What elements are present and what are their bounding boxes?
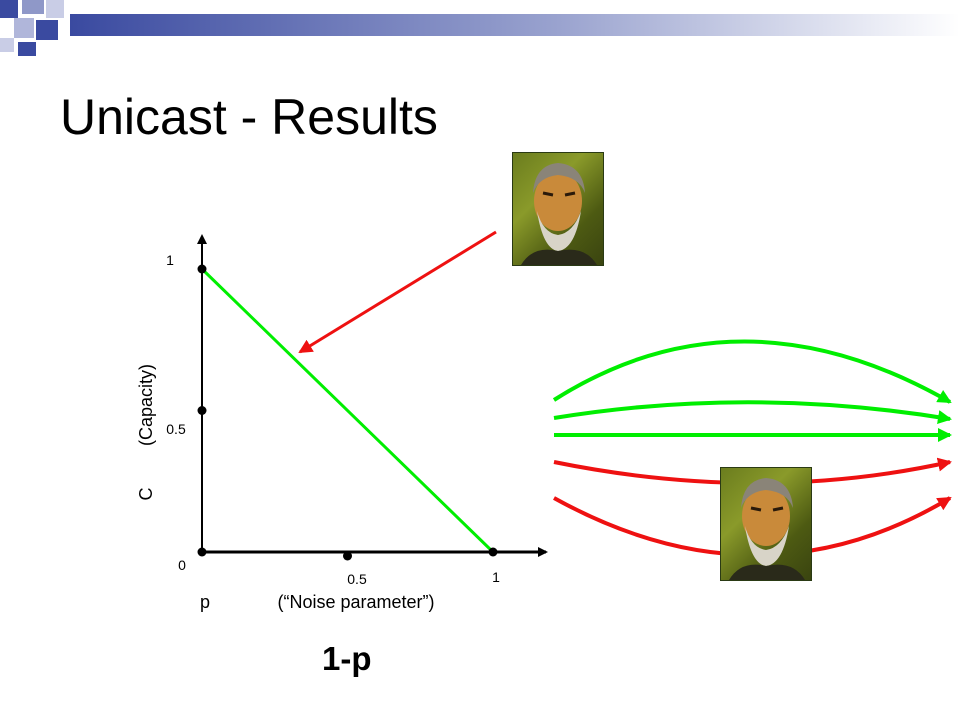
y-tick-dot-0.5 [197, 406, 207, 415]
x-tick-label-0.5: 0.5 [347, 571, 367, 587]
green-arrow-1 [552, 339, 952, 404]
x-tick-label-0: 0 [178, 557, 186, 573]
red-pointer-arrow [298, 230, 497, 354]
x-axis-label: p [200, 592, 210, 612]
x-tick-dot-0.5 [343, 551, 352, 561]
y-axis-label-note: (Capacity) [136, 364, 156, 446]
y-axis-label: C [136, 488, 156, 501]
decorative-header-squares [0, 0, 960, 56]
bearded-man-portrait-icon [720, 467, 812, 581]
slide-title: Unicast - Results [60, 89, 438, 145]
y-tick-label-0.5: 0.5 [166, 421, 186, 437]
series-line-0 [200, 267, 495, 554]
formula-label: 1-p [322, 640, 372, 677]
x-tick-dot-1 [488, 547, 498, 557]
y-tick-label-1: 1 [166, 252, 174, 268]
x-axis-label-note: (“Noise parameter”) [277, 592, 434, 612]
y-tick-dot-1 [197, 264, 207, 274]
bearded-man-portrait-icon [512, 152, 604, 266]
x-tick-dot-0 [197, 547, 207, 557]
x-tick-label-1: 1 [492, 569, 500, 585]
green-arrow-2 [553, 400, 952, 424]
